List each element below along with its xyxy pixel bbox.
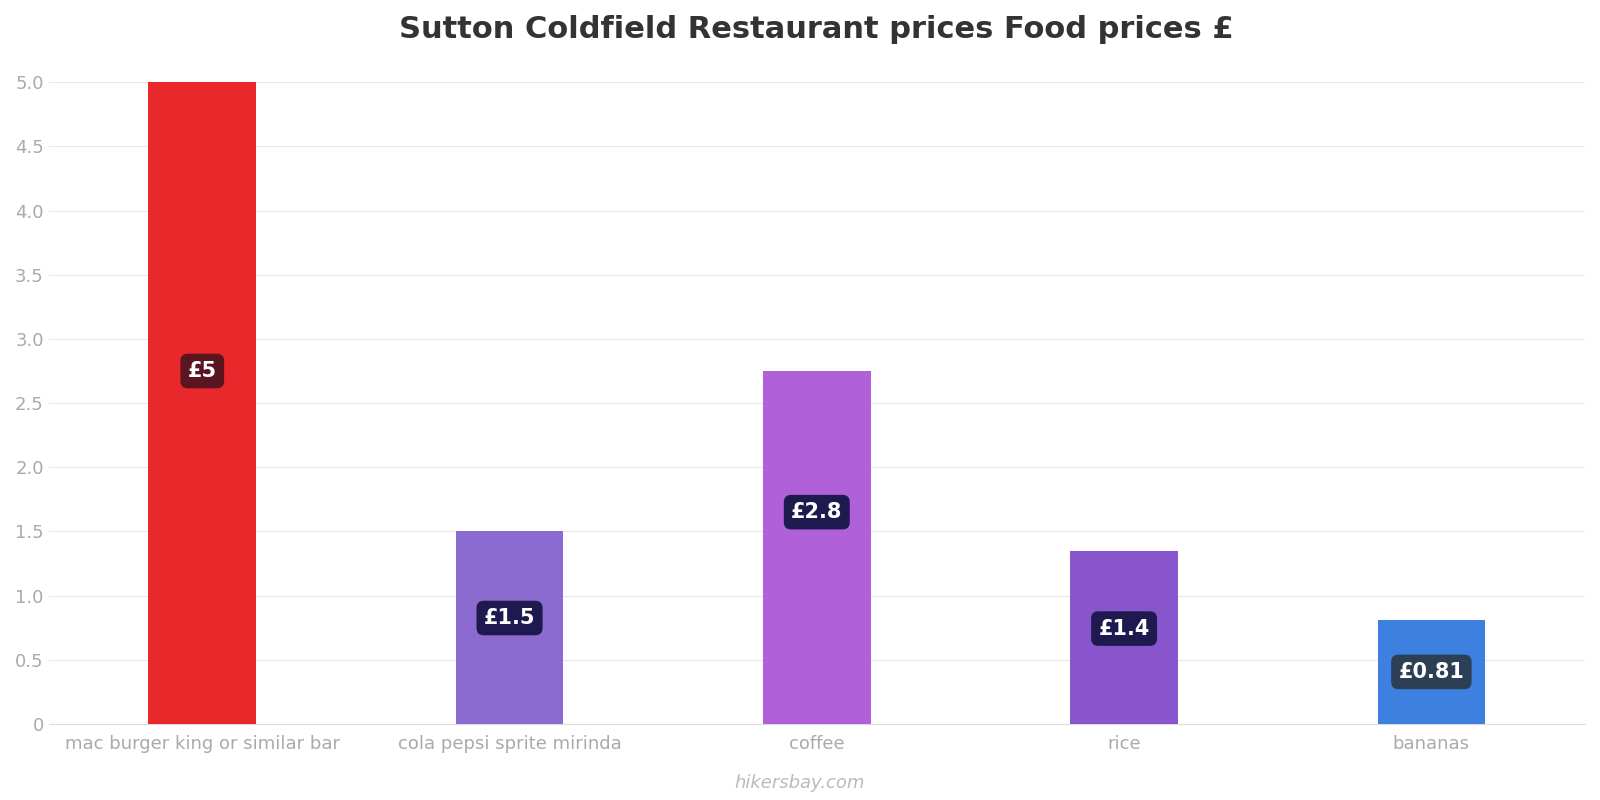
Title: Sutton Coldfield Restaurant prices Food prices £: Sutton Coldfield Restaurant prices Food … bbox=[400, 15, 1234, 44]
Text: £0.81: £0.81 bbox=[1398, 662, 1464, 682]
Bar bbox=[149, 82, 256, 724]
Bar bbox=[1378, 620, 1485, 724]
Text: hikersbay.com: hikersbay.com bbox=[734, 774, 866, 792]
Text: £1.4: £1.4 bbox=[1098, 618, 1150, 638]
Bar bbox=[1070, 550, 1178, 724]
Bar bbox=[456, 531, 563, 724]
Text: £2.8: £2.8 bbox=[790, 502, 843, 522]
Text: £1.5: £1.5 bbox=[483, 608, 536, 628]
Bar bbox=[763, 371, 870, 724]
Text: £5: £5 bbox=[187, 361, 218, 381]
